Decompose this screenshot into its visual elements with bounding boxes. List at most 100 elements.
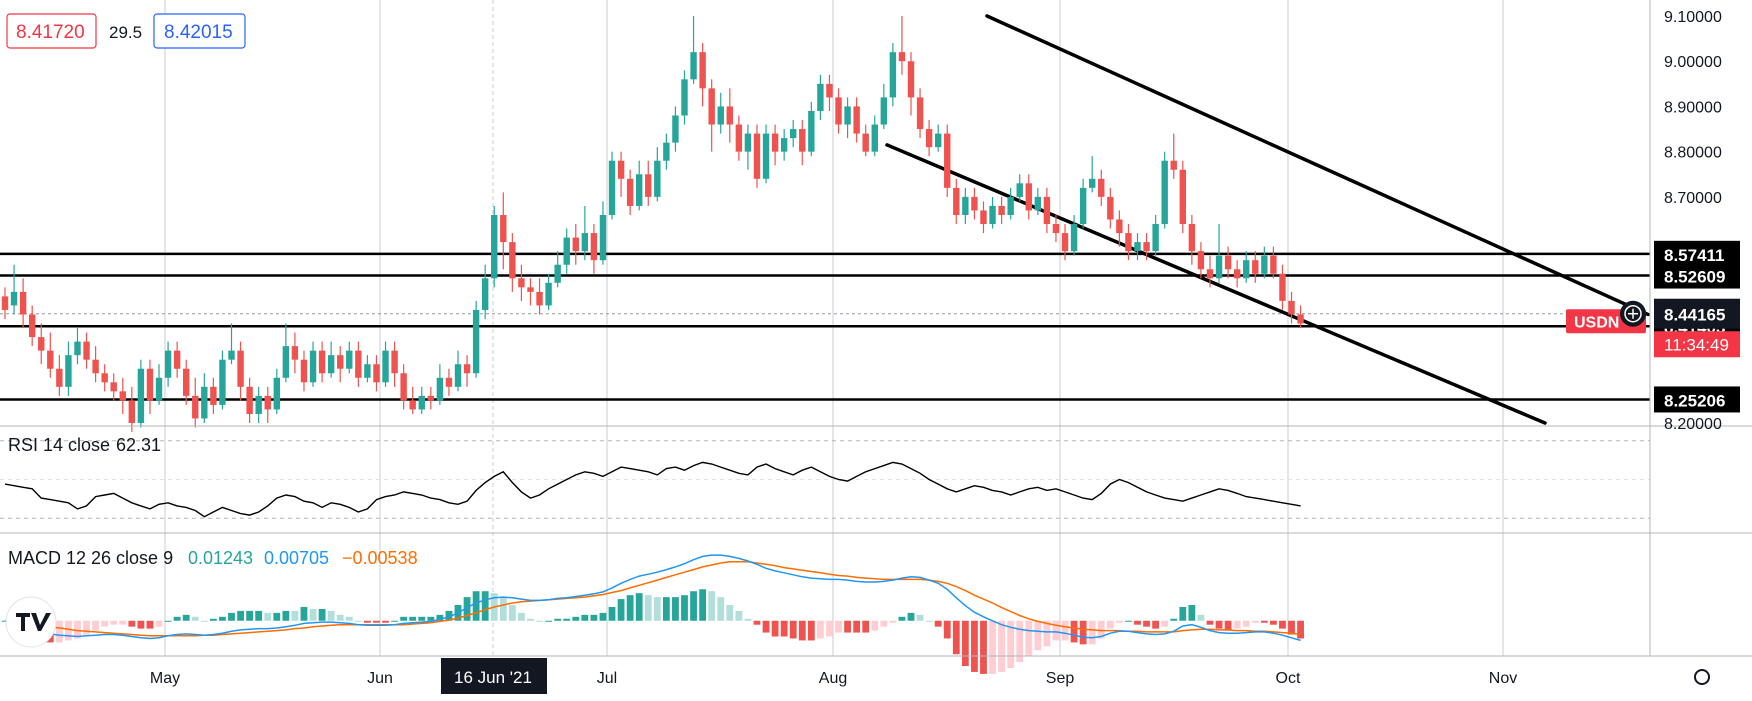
candle-body [1179,169,1186,225]
macd-histogram-bar [717,597,725,621]
macd-histogram-bar [300,606,308,621]
candle-body [925,129,933,148]
candle-body [808,110,815,152]
ask-price-label: 8.42015 [164,22,233,43]
candle-body [1052,224,1060,234]
macd-histogram-bar [807,620,815,641]
candle-body [119,391,126,401]
spread-label: 29.5 [109,23,142,42]
candle-body [1098,178,1105,197]
time-tick-label: Jun [367,670,393,687]
candle-body [518,278,525,288]
candle-body [898,52,906,62]
level-lines [0,252,1650,401]
level-price-label: 8.52609 [1664,268,1725,287]
candle-body [1089,178,1096,188]
macd-histogram-bar [563,618,571,621]
candle-body [1243,260,1250,279]
tradingview-logo [5,596,57,648]
macd-histogram-bar [445,610,453,621]
candle-body [744,133,752,152]
macd-histogram-bar [880,620,888,627]
macd-histogram-bar [1260,620,1268,623]
macd-histogram-bar [518,612,525,621]
candle-body [1070,224,1078,252]
settings-gear-icon [1694,669,1710,685]
grid-lines [164,0,1504,656]
macd-histogram-bar [400,616,408,621]
candle-body [337,355,344,369]
macd-histogram-bar [318,608,326,621]
macd-histogram-bar [898,616,906,621]
candle-body [364,364,371,378]
candle-body [300,359,308,383]
macd-histogram-bar [572,616,580,621]
macd-histogram-bar [382,620,389,623]
candle-body [65,355,72,387]
macd-hist-value: −0.00538 [342,548,418,568]
candle-body [790,129,797,139]
macd-histogram-bar [128,620,136,627]
macd-histogram-bar [536,620,543,622]
macd-histogram-bar [735,610,743,621]
macd-histogram-bar [817,620,824,639]
candle-body [690,52,697,80]
candle-body [962,196,969,215]
candle-body [173,350,181,369]
bid-price-label: 8.41720 [16,22,85,43]
candle-body [608,160,616,215]
candle-body [989,205,996,225]
macd-histogram-bar [672,597,679,621]
symbol-tag-label: USDN [1574,314,1619,331]
candle-body [309,350,317,383]
macd-histogram-bar [699,589,707,621]
candle-body [971,196,978,211]
candle-body [681,79,688,116]
macd-histogram-bar [608,606,616,621]
candle-body [645,174,652,197]
macd-histogram-bar [364,620,371,623]
rsi-legend-value: 62.31 [116,435,161,455]
candle-body [590,233,598,261]
plus-circle-icon [1624,304,1642,323]
macd-histogram-bar [980,620,987,674]
macd-histogram-bar [744,618,752,621]
candle-body [255,395,262,414]
macd-histogram-bar [336,614,344,621]
candle-body [1025,183,1032,211]
candle-body [1079,187,1087,225]
macd-histogram-bar [327,610,335,621]
macd-histogram-bar [581,614,589,621]
macd-histogram-bar [237,610,244,621]
candle-body [934,133,942,148]
candle-body [726,106,733,125]
candle-body [382,350,389,383]
macd-histogram-bar [155,620,163,627]
candle-body [373,364,380,383]
candle-body [907,61,915,98]
candle-body [1034,196,1042,211]
macd-histogram-bar [345,616,353,621]
candle-body [998,205,1005,215]
candle-body [1161,160,1168,225]
candle-body [291,346,299,360]
macd-signal-line [4,560,1301,637]
candle-body [1261,255,1268,274]
macd-histogram-bar [952,620,960,655]
macd-histogram-bar [662,597,670,621]
macd-histogram-bar [971,620,978,672]
macd-histogram-bar [826,620,833,637]
macd-histogram-bar [1170,618,1178,621]
macd-histogram-bar [200,620,208,622]
macd-signal-value: 0.00705 [264,548,329,568]
macd-histogram-bar [844,620,851,633]
macd-histogram-bar [617,599,625,621]
candle-body [56,368,63,387]
macd-histogram-bar [907,612,915,621]
macd-histogram-bar [644,595,652,621]
candle-body [74,341,81,356]
candle-body [228,350,235,360]
macd-histogram-bar [1143,620,1150,627]
